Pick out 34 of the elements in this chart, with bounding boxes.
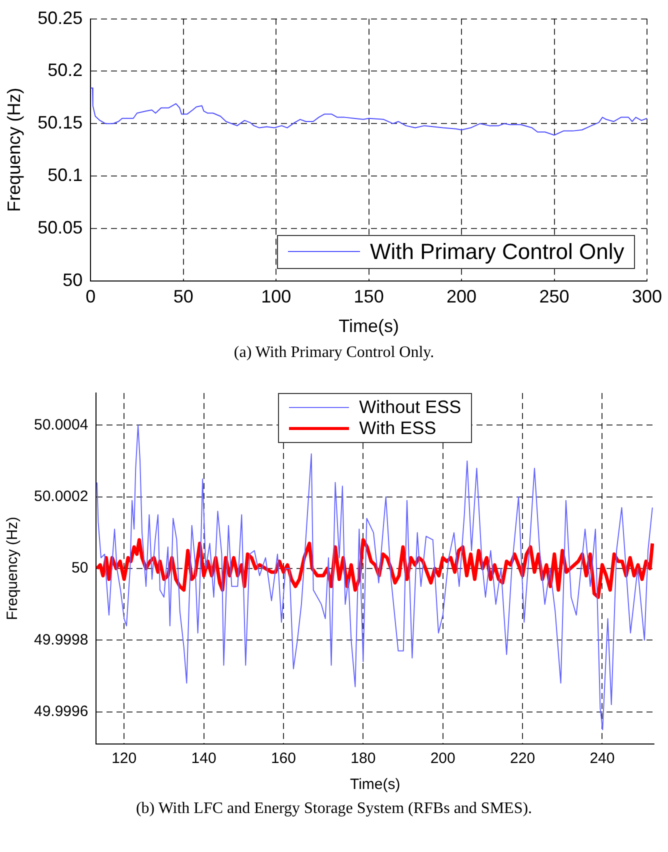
y-tick-label: 50.0004 (34, 416, 88, 434)
x-tick-label: 300 (632, 286, 662, 307)
y-tick-label: 50.2 (48, 60, 83, 80)
y-axis-title: Frequency (Hz) (4, 516, 22, 620)
x-tick-label: 50 (173, 286, 194, 307)
x-tick-label: 220 (510, 750, 536, 768)
y-tick-label: 49.9996 (34, 702, 88, 720)
x-axis-title: Time(s) (350, 776, 400, 794)
y-tick-label: 50.0002 (34, 488, 88, 506)
y-tick-label: 49.9998 (34, 631, 88, 648)
y-tick-label: 50 (62, 270, 83, 290)
x-tick-label: 250 (539, 286, 570, 307)
legend-label: With ESS (359, 418, 436, 439)
x-axis-title: Time(s) (338, 316, 399, 336)
x-tick-label: 180 (350, 750, 376, 768)
y-tick-label: 50.05 (38, 217, 83, 238)
y-tick-label: 50.1 (48, 164, 83, 185)
x-tick-label: 120 (112, 750, 137, 768)
y-tick-label: 50.25 (38, 8, 83, 28)
x-tick-label: 150 (354, 286, 384, 307)
x-tick-label: 160 (270, 750, 296, 768)
x-tick-label: 240 (590, 750, 615, 768)
y-tick-label: 50 (72, 560, 88, 577)
x-tick-label: 100 (261, 286, 292, 307)
y-axis-title: Frequency (Hz) (4, 88, 24, 212)
legend-label: With Primary Control Only (370, 238, 624, 265)
legend-label: Without ESS (359, 397, 462, 418)
y-tick-label: 50.15 (38, 112, 83, 133)
text: (b) With LFC and Energy Storage System (RFBs and SMES). (134, 800, 534, 818)
text: (a) With Primary Control Only. (232, 344, 436, 362)
x-tick-label: 0 (86, 286, 96, 307)
x-tick-label: 200 (430, 750, 456, 768)
x-tick-label: 200 (446, 286, 477, 307)
x-tick-label: 140 (191, 750, 216, 768)
